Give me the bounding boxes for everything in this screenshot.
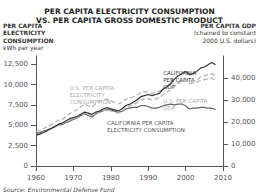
svg-text:U.S. PER CAPITA: U.S. PER CAPITA xyxy=(163,98,208,104)
svg-text:10,000: 10,000 xyxy=(4,81,29,89)
svg-text:PER CAPITA ELECTRICITY CONSUMP: PER CAPITA ELECTRICITY CONSUMPTION xyxy=(44,7,214,16)
svg-text:1980: 1980 xyxy=(102,174,120,182)
svg-text:2000: 2000 xyxy=(177,174,195,182)
svg-text:10,000: 10,000 xyxy=(231,140,256,148)
svg-text:(chained to constant: (chained to constant xyxy=(194,29,257,36)
svg-text:1970: 1970 xyxy=(64,174,82,182)
svg-text:kWh per year: kWh per year xyxy=(3,44,44,52)
svg-text:30,000: 30,000 xyxy=(231,96,256,104)
svg-text:0: 0 xyxy=(231,162,235,170)
svg-text:1990: 1990 xyxy=(139,174,157,182)
svg-text:PER CAPITA: PER CAPITA xyxy=(3,21,43,29)
svg-text:0: 0 xyxy=(24,162,28,170)
svg-text:ELECTRICITY CONSUMPTION: ELECTRICITY CONSUMPTION xyxy=(107,127,185,133)
svg-text:U.S. PER CAPITA: U.S. PER CAPITA xyxy=(70,85,115,91)
svg-text:5,000: 5,000 xyxy=(8,121,28,129)
svg-text:1960: 1960 xyxy=(27,174,45,182)
svg-text:GDP: GDP xyxy=(163,83,175,90)
svg-text:2000 U.S. dollars): 2000 U.S. dollars) xyxy=(202,37,256,44)
svg-text:CALIFORNIA: CALIFORNIA xyxy=(163,69,197,76)
svg-text:ELECTRICITY: ELECTRICITY xyxy=(70,92,105,98)
svg-text:40,000: 40,000 xyxy=(231,74,256,82)
svg-text:Source: Environmental Defense: Source: Environmental Defense Fund xyxy=(3,186,115,193)
svg-text:PER CAPITA: PER CAPITA xyxy=(163,77,195,83)
svg-text:2010: 2010 xyxy=(214,174,232,182)
svg-text:7,500: 7,500 xyxy=(8,101,28,109)
svg-text:CONSUMPTION: CONSUMPTION xyxy=(69,99,111,106)
svg-text:CONSUMPTION: CONSUMPTION xyxy=(3,37,54,44)
svg-text:VS. PER CAPITA GROSS DOMESTIC: VS. PER CAPITA GROSS DOMESTIC PRODUCT xyxy=(36,16,224,25)
svg-text:20,000: 20,000 xyxy=(231,118,256,126)
svg-text:2,500: 2,500 xyxy=(8,142,28,150)
svg-text:PER CAPITA GDP: PER CAPITA GDP xyxy=(200,21,256,29)
svg-text:12,500: 12,500 xyxy=(4,60,29,68)
svg-text:ELECTRICITY: ELECTRICITY xyxy=(3,29,46,36)
svg-text:CALIFORNIA PER CAPITA: CALIFORNIA PER CAPITA xyxy=(107,120,174,126)
svg-text:GDP: GDP xyxy=(163,105,175,111)
